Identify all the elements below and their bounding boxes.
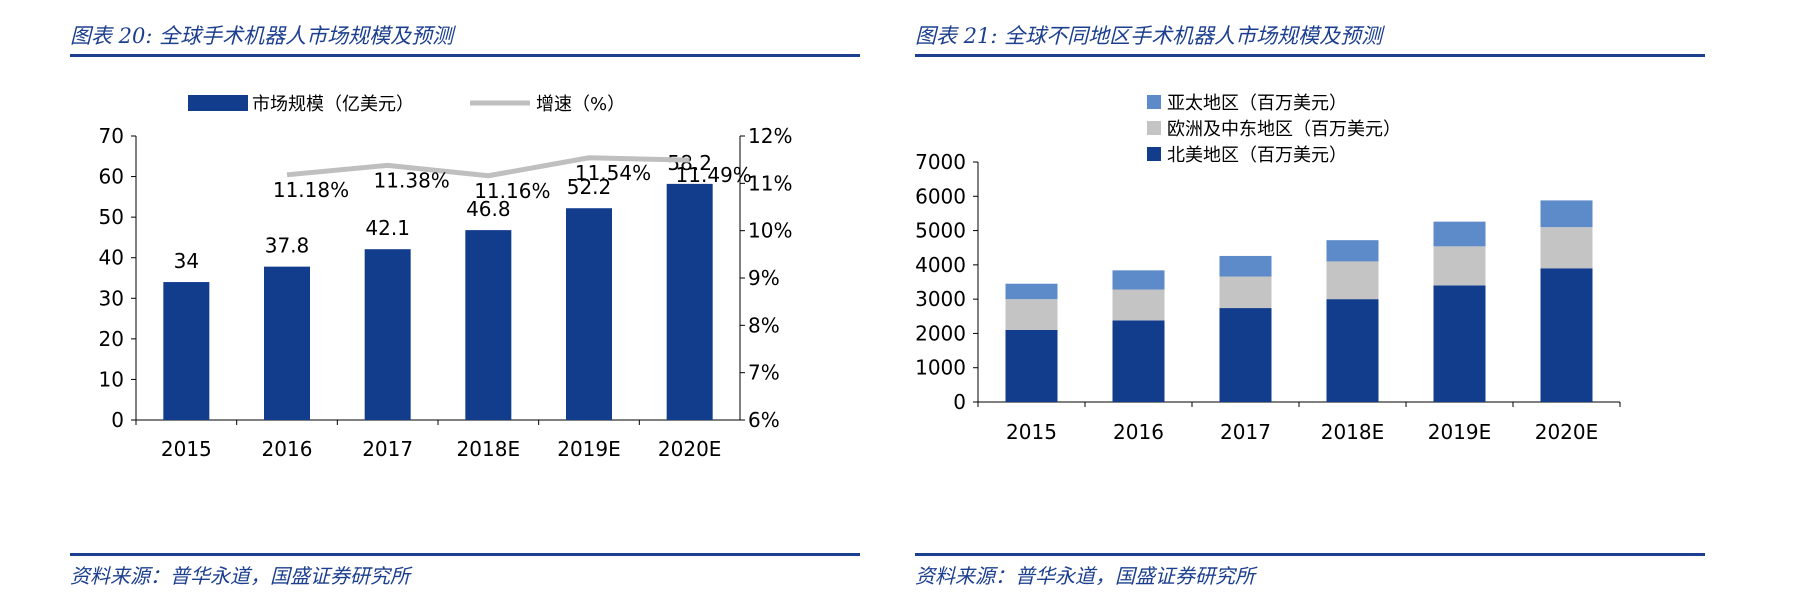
bar-north-america <box>1326 299 1379 402</box>
x-tick-label: 2018E <box>457 437 521 461</box>
y-tick-label: 6000 <box>915 184 966 208</box>
figure-21-source: 资料来源：普华永道，国盛证券研究所 <box>915 564 1255 588</box>
bar-data-label: 42.1 <box>365 216 410 240</box>
figure-21: 图表 21: 全球不同地区手术机器人市场规模及预测 0 1000 2000 3000 4… <box>915 0 1735 612</box>
y-tick-label: 7000 <box>915 150 966 174</box>
legend-label-growth: 增速（%） <box>536 94 625 115</box>
figure-20-source: 资料来源：普华永道，国盛证券研究所 <box>70 564 410 588</box>
bar-asia-pacific <box>1112 270 1165 290</box>
figure-21-title: 图表 21: 全球不同地区手术机器人市场规模及预测 <box>915 24 1383 48</box>
y-tick-label: 4000 <box>915 253 966 277</box>
bar-asia-pacific <box>1540 200 1593 228</box>
bar-north-america <box>1112 320 1165 402</box>
legend-north-america-swatch <box>1147 147 1161 161</box>
y-tick-label: 30 <box>99 286 124 310</box>
x-tick-label: 2016 <box>262 437 313 461</box>
x-tick-label: 2017 <box>1220 420 1271 444</box>
legend-north-america-label: 北美地区（百万美元） <box>1167 145 1347 166</box>
figure-20-top-rule <box>70 54 860 57</box>
growth-data-label: 11.54% <box>575 161 651 185</box>
bar-north-america <box>1433 285 1486 402</box>
growth-data-label: 11.16% <box>474 179 550 203</box>
bar-europe-middle-east <box>1219 276 1272 309</box>
figure-20: 图表 20: 全球手术机器人市场规模及预测 0 10 20 30 40 50 60 70 6% 7… <box>70 0 890 612</box>
bar-data-label: 37.8 <box>265 234 310 258</box>
figure-21-bottom-rule <box>915 553 1705 556</box>
bar-asia-pacific <box>1326 240 1379 262</box>
y-tick-label: 10 <box>99 367 124 391</box>
legend-label-market-size: 市场规模（亿美元） <box>252 94 414 115</box>
bar-data-label: 52.2 <box>567 175 612 199</box>
y-tick-label: 1000 <box>915 356 966 380</box>
bar-asia-pacific <box>1219 255 1272 277</box>
figure-21-top-rule <box>915 54 1705 57</box>
growth-data-label: 11.49% <box>676 163 752 187</box>
bar-market-size <box>163 282 210 420</box>
figure-20-bottom-rule <box>70 553 860 556</box>
bar-market-size <box>566 208 612 420</box>
bar-market-size <box>364 249 411 420</box>
y-tick-label: 5000 <box>915 219 966 243</box>
y2-tick-label: 6% <box>748 408 780 432</box>
market-size-chart: 0 10 20 30 40 50 60 70 6% 7% 8% 9% 10% 11% 12% 2015 2016… <box>99 94 793 461</box>
y-tick-label: 3000 <box>915 287 966 311</box>
figure-20-title: 图表 20: 全球手术机器人市场规模及预测 <box>70 24 454 48</box>
x-tick-label: 2019E <box>557 437 621 461</box>
y-tick-label: 2000 <box>915 321 966 345</box>
regional-market-chart: 0 1000 2000 3000 4000 5000 6000 7000 2015 2016 201… <box>915 93 1621 444</box>
bar-north-america <box>1540 268 1593 402</box>
x-tick-label: 2015 <box>1006 420 1057 444</box>
bar-data-label: 34 <box>174 249 199 273</box>
x-tick-label: 2020E <box>658 437 722 461</box>
y-tick-label: 50 <box>99 205 124 229</box>
y-tick-label: 0 <box>953 390 966 414</box>
growth-data-label: 11.38% <box>374 168 450 192</box>
bar-europe-middle-east <box>1540 227 1593 269</box>
bar-europe-middle-east <box>1433 246 1486 286</box>
y-tick-label: 20 <box>99 327 124 351</box>
y2-tick-label: 11% <box>748 171 792 195</box>
y2-tick-label: 12% <box>748 124 792 148</box>
bar-europe-middle-east <box>1005 299 1058 330</box>
bar-market-size <box>666 183 713 420</box>
y-tick-label: 40 <box>99 246 124 270</box>
y2-tick-label: 10% <box>748 219 792 243</box>
growth-data-label: 11.18% <box>273 178 349 202</box>
y-tick-label: 0 <box>111 408 124 432</box>
y2-tick-label: 9% <box>748 266 780 290</box>
bar-north-america <box>1005 330 1058 402</box>
legend-asia-pacific-label: 亚太地区（百万美元） <box>1167 93 1347 114</box>
legend-europe-middle-east-swatch <box>1147 121 1161 135</box>
x-tick-label: 2019E <box>1428 420 1492 444</box>
bar-data-label: 46.8 <box>466 197 511 221</box>
bar-europe-middle-east <box>1326 261 1379 300</box>
y2-tick-label: 8% <box>748 313 780 337</box>
growth-rate-line <box>286 155 690 179</box>
y-tick-label: 60 <box>99 165 124 189</box>
y-tick-label: 70 <box>99 124 124 148</box>
bar-market-size <box>465 230 512 420</box>
bar-asia-pacific <box>1005 283 1058 300</box>
bar-market-size <box>264 266 310 420</box>
y2-tick-label: 7% <box>748 361 780 385</box>
legend-asia-pacific-swatch <box>1147 95 1161 109</box>
bar-north-america <box>1219 308 1272 402</box>
legend-europe-middle-east-label: 欧洲及中东地区（百万美元） <box>1167 119 1401 140</box>
bar-data-label: 58.2 <box>667 151 712 175</box>
x-tick-label: 2018E <box>1321 420 1385 444</box>
x-tick-label: 2015 <box>161 437 212 461</box>
legend-swatch-market-size <box>188 95 248 111</box>
x-tick-label: 2016 <box>1113 420 1164 444</box>
x-tick-label: 2017 <box>362 437 413 461</box>
bar-asia-pacific <box>1433 221 1486 247</box>
x-tick-label: 2020E <box>1535 420 1599 444</box>
bar-europe-middle-east <box>1112 289 1165 321</box>
